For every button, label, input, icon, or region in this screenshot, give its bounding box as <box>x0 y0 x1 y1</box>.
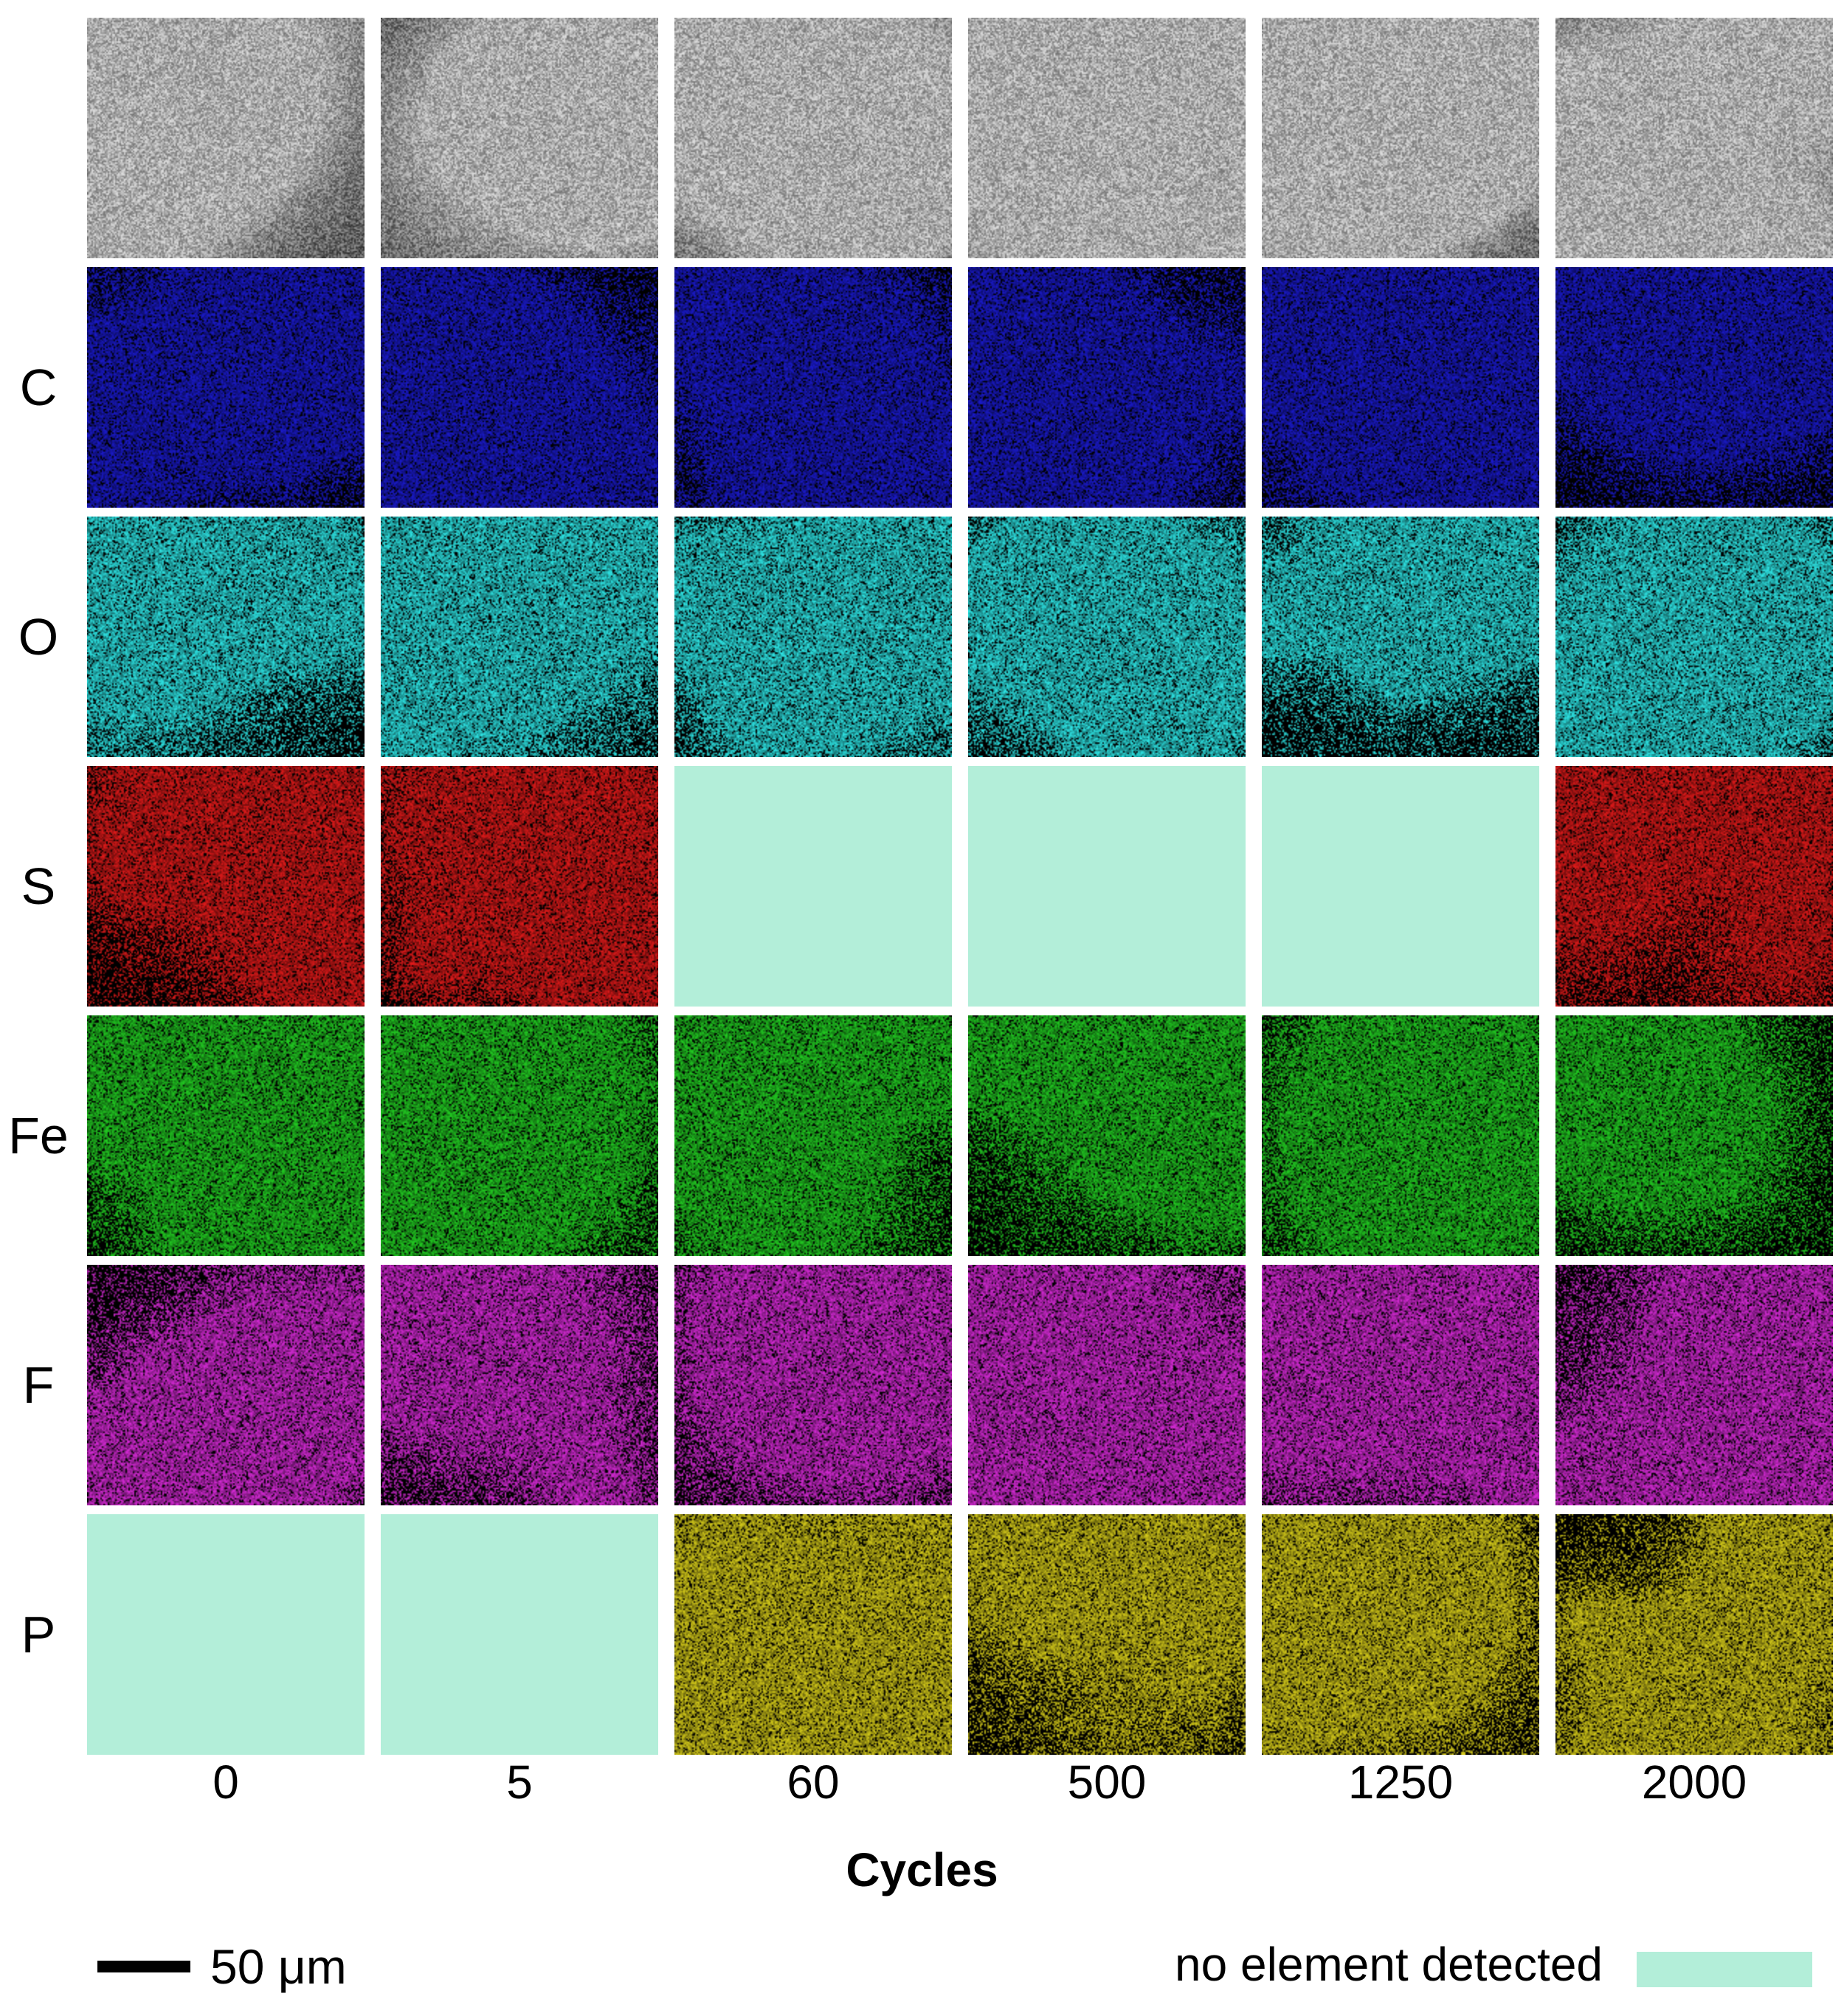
element-label: F <box>22 1356 55 1414</box>
legend-swatch <box>1637 1952 1812 1987</box>
micrograph <box>87 766 365 1007</box>
micrograph <box>87 1265 365 1505</box>
element-map-tile <box>1262 267 1539 508</box>
micrograph <box>674 18 952 258</box>
element-map-tile <box>87 766 365 1007</box>
micrograph <box>87 267 365 508</box>
cycle-label: 2000 <box>1641 1756 1747 1809</box>
micrograph <box>674 517 952 757</box>
sem-image-tile <box>381 18 658 258</box>
element-map-tile <box>674 267 952 508</box>
micrograph <box>381 766 658 1007</box>
micrograph <box>1262 1015 1539 1256</box>
element-map-tile <box>1555 1265 1833 1505</box>
micrograph <box>381 1015 658 1256</box>
element-label: S <box>21 857 56 915</box>
element-map-tile <box>968 1514 1246 1755</box>
element-map-tile <box>87 1265 365 1505</box>
micrograph <box>1555 18 1833 258</box>
element-map-tile <box>1555 1015 1833 1256</box>
element-map-tile <box>1555 517 1833 757</box>
micrograph <box>87 18 365 258</box>
sem-image-tile <box>87 18 365 258</box>
element-map-tile <box>381 267 658 508</box>
micrograph <box>968 267 1246 508</box>
micrograph <box>968 1015 1246 1256</box>
cycle-label: 1250 <box>1347 1756 1454 1809</box>
micrograph <box>674 1265 952 1505</box>
sem-image-tile <box>968 18 1246 258</box>
element-map-tile <box>968 1265 1246 1505</box>
element-map-tile <box>1555 766 1833 1007</box>
micrograph <box>1555 1015 1833 1256</box>
element-map-tile <box>674 1514 952 1755</box>
element-map-tile <box>381 1514 658 1755</box>
element-map-tile <box>87 267 365 508</box>
cycle-label: 5 <box>506 1756 533 1809</box>
micrograph <box>968 1265 1246 1505</box>
scale-bar <box>97 1961 190 1972</box>
micrograph <box>1555 1265 1833 1505</box>
element-map-tile <box>87 1514 365 1755</box>
element-map-tile <box>1262 1265 1539 1505</box>
element-map-tile <box>381 1015 658 1256</box>
element-map-tile <box>1262 1514 1539 1755</box>
element-map-tile <box>87 1015 365 1256</box>
element-map-tile <box>674 1015 952 1256</box>
element-map-tile <box>674 517 952 757</box>
micrograph <box>1555 766 1833 1007</box>
sem-image-tile <box>1555 18 1833 258</box>
scale-bar-label: 50 μm <box>210 1939 347 1994</box>
micrograph <box>968 517 1246 757</box>
micrograph <box>968 18 1246 258</box>
element-label: P <box>21 1606 56 1663</box>
element-label: O <box>18 608 59 666</box>
micrograph <box>87 517 365 757</box>
element-map-tile <box>674 766 952 1007</box>
x-axis-title: Cycles <box>846 1843 998 1896</box>
element-map-tile <box>87 517 365 757</box>
micrograph <box>381 517 658 757</box>
micrograph <box>1262 267 1539 508</box>
sem-image-tile <box>1262 18 1539 258</box>
micrograph <box>674 1015 952 1256</box>
element-map-tile <box>968 766 1246 1007</box>
element-label: Fe <box>8 1107 69 1164</box>
element-map-tile <box>968 517 1246 757</box>
micrograph <box>1262 18 1539 258</box>
micrograph <box>674 267 952 508</box>
element-map-tile <box>381 766 658 1007</box>
micrograph <box>1555 267 1833 508</box>
element-map-tile <box>968 1015 1246 1256</box>
micrograph <box>968 1514 1246 1755</box>
element-map-tile <box>674 1265 952 1505</box>
sem-image-tile <box>674 18 952 258</box>
element-map-tile <box>381 517 658 757</box>
micrograph <box>1262 1265 1539 1505</box>
element-label: C <box>19 359 58 416</box>
cycle-label: 60 <box>787 1756 840 1809</box>
micrograph <box>674 1514 952 1755</box>
cycle-label: 0 <box>213 1756 239 1809</box>
element-map-tile <box>1262 517 1539 757</box>
micrograph <box>1262 1514 1539 1755</box>
element-map-tile <box>1262 1015 1539 1256</box>
micrograph <box>381 1265 658 1505</box>
element-map-tile <box>1555 1514 1833 1755</box>
cycle-label: 500 <box>1067 1756 1147 1809</box>
micrograph <box>1262 517 1539 757</box>
micrograph <box>1555 517 1833 757</box>
micrograph <box>87 1015 365 1256</box>
element-map-tile <box>381 1265 658 1505</box>
micrograph <box>381 267 658 508</box>
micrograph <box>381 18 658 258</box>
legend-label: no element detected <box>1175 1938 1603 1991</box>
element-map-tile <box>1555 267 1833 508</box>
element-map-tile <box>1262 766 1539 1007</box>
element-map-tile <box>968 267 1246 508</box>
micrograph <box>1555 1514 1833 1755</box>
